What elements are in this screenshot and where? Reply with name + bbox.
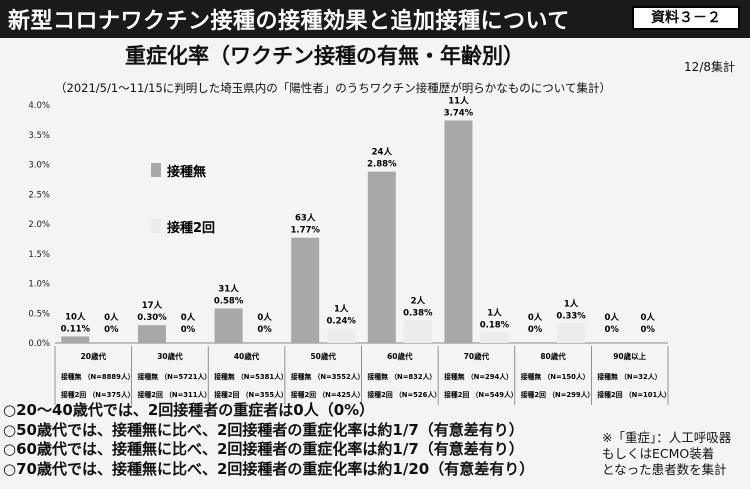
data-label-value: 0.11% <box>61 324 91 334</box>
data-label-value: 0.30% <box>137 313 167 323</box>
data-label-value: 0.24% <box>326 317 356 327</box>
data-label-value: 0.18% <box>480 320 510 330</box>
data-label-count: 1人 <box>334 304 349 315</box>
footnote-line: ※「重症」：人工呼吸器 <box>602 430 732 445</box>
data-label-count: 0人 <box>104 312 119 323</box>
data-label-count: 24人 <box>372 147 393 158</box>
y-tick-label: 4.0% <box>28 101 50 111</box>
data-label-value: 0% <box>104 325 119 335</box>
category-label: 20歳代 <box>81 351 107 361</box>
category-label: 50歳代 <box>310 351 336 361</box>
data-label-count: 0人 <box>181 312 196 323</box>
category-label: 90歳以上 <box>613 351 646 361</box>
n-label-unvaccinated: 接種無 （N=3552人） <box>291 372 364 381</box>
data-label-count: 0人 <box>257 312 272 323</box>
data-label-value: 0% <box>181 325 196 335</box>
y-tick-label: 0.0% <box>28 339 50 349</box>
legend-swatch <box>151 219 161 233</box>
n-label-unvaccinated: 接種無 （N=32人） <box>597 372 661 381</box>
n-label-unvaccinated: 接種無 （N=5721人） <box>138 372 211 381</box>
legend-swatch <box>151 163 161 177</box>
y-tick-label: 2.5% <box>28 190 50 200</box>
data-label-value: 3.74% <box>444 108 474 118</box>
bar-two-doses <box>327 328 356 343</box>
data-label-count: 0人 <box>528 312 543 323</box>
finding-item: ○60歳代では、接種無に比べ、2回接種者の重症化率は約1/7（有意差有り） <box>3 440 524 458</box>
n-label-unvaccinated: 接種無 （N=832人） <box>368 372 437 381</box>
n-label-unvaccinated: 接種無 （N=5381人） <box>214 372 287 381</box>
bar-unvaccinated <box>214 308 243 343</box>
data-label-value: 0% <box>257 325 272 335</box>
tally-date: 12/8集計 <box>684 60 735 74</box>
n-label-unvaccinated: 接種無 （N=8889人） <box>61 372 134 381</box>
y-tick-label: 1.5% <box>28 250 50 260</box>
category-label: 60歳代 <box>387 351 413 361</box>
bar-unvaccinated <box>444 120 473 343</box>
legend-label: 接種無 <box>167 164 206 180</box>
n-label-two-doses: 接種2回 （N=549人） <box>444 390 517 399</box>
data-label-count: 11人 <box>448 95 469 106</box>
footnote-line: もしくはECMO装着 <box>602 446 715 461</box>
category-label: 80歳代 <box>540 351 566 361</box>
n-label-two-doses: 接種2回 （N=375人） <box>61 390 134 399</box>
data-label-count: 10人 <box>65 311 86 322</box>
page-title: 新型コロナワクチン接種の接種効果と追加接種について <box>8 9 570 34</box>
data-label-value: 1.77% <box>290 226 320 236</box>
data-label-value: 0% <box>604 325 619 335</box>
bar-unvaccinated <box>137 325 166 343</box>
findings-list: ○20～40歳代では、2回接種者の重症者は0人（0%） ○50歳代では、接種無に… <box>3 401 534 479</box>
n-label-two-doses: 接種2回 （N=101人） <box>597 390 670 399</box>
bar-two-doses <box>557 323 586 343</box>
data-label-value: 0.58% <box>214 296 244 306</box>
n-label-unvaccinated: 接種無 （N=150人） <box>521 372 590 381</box>
y-tick-label: 2.0% <box>28 220 50 230</box>
category-label: 30歳代 <box>157 351 183 361</box>
data-label-count: 63人 <box>295 213 316 224</box>
data-label-value: 0% <box>528 325 543 335</box>
n-label-unvaccinated: 接種無 （N=294人） <box>444 372 513 381</box>
data-label-count: 2人 <box>411 295 426 306</box>
y-tick-label: 0.5% <box>28 309 50 319</box>
footnote: ※「重症」：人工呼吸器 もしくはECMO装着 となった患者数を集計 <box>602 430 731 478</box>
n-label-two-doses: 接種2回 （N=355人） <box>214 390 287 399</box>
data-label-value: 0.33% <box>556 311 586 321</box>
footnote-line: となった患者数を集計 <box>602 462 727 477</box>
finding-item: ○70歳代では、接種無に比べ、2回接種者の重症化率は約1/20（有意差有り） <box>3 459 535 478</box>
data-label-count: 0人 <box>640 312 655 323</box>
data-label-count: 0人 <box>604 312 619 323</box>
bar-two-doses <box>403 320 432 343</box>
chart-subtitle: 重症化率（ワクチン接種の有無・年齢別） <box>125 44 524 68</box>
bar-unvaccinated <box>61 336 90 343</box>
data-label-value: 2.88% <box>367 160 397 170</box>
data-label-value: 0% <box>640 325 655 335</box>
finding-item: ○50歳代では、接種無に比べ、2回接種者の重症化率は約1/7（有意差有り） <box>3 420 524 439</box>
bar-two-doses <box>480 332 509 343</box>
category-label: 40歳代 <box>234 351 260 361</box>
data-label-count: 17人 <box>142 300 163 311</box>
finding-item: ○20～40歳代では、2回接種者の重症者は0人（0%） <box>3 401 375 419</box>
n-label-two-doses: 接種2回 （N=299人） <box>521 390 594 399</box>
y-tick-label: 3.0% <box>28 161 50 171</box>
y-tick-label: 3.5% <box>28 131 50 141</box>
data-label-value: 0.38% <box>403 308 433 318</box>
data-label-count: 1人 <box>564 298 579 309</box>
y-tick-label: 1.0% <box>28 280 50 290</box>
title-bar <box>0 0 750 38</box>
document-ref-badge: 資料３－２ <box>632 6 740 30</box>
n-label-two-doses: 接種2回 （N=311人） <box>138 390 211 399</box>
chart-scope-note: （2021/5/1～11/15に判明した埼玉県内の「陽性者」のうちワクチン接種歴… <box>55 81 611 95</box>
data-label-count: 31人 <box>218 283 239 294</box>
category-label: 70歳代 <box>464 351 490 361</box>
bar-unvaccinated <box>367 171 396 343</box>
n-label-two-doses: 接種2回 （N=425人） <box>291 390 364 399</box>
bar-unvaccinated <box>291 237 320 343</box>
n-label-two-doses: 接種2回 （N=526人） <box>368 390 441 399</box>
legend-label: 接種2回 <box>167 220 215 236</box>
data-label-count: 1人 <box>487 307 502 318</box>
